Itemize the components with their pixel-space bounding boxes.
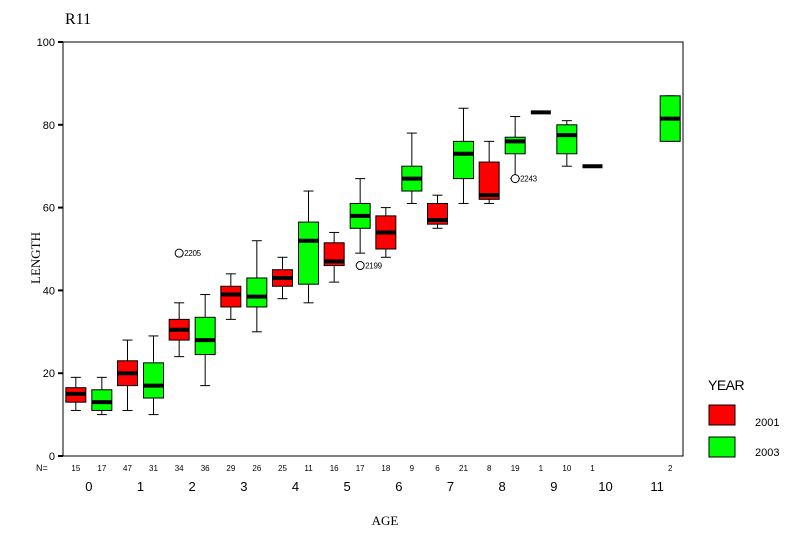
outlier-marker xyxy=(510,174,520,184)
n-count-label: 16 xyxy=(330,464,339,473)
n-count-label: 8 xyxy=(487,464,492,473)
x-tick-label: 7 xyxy=(447,479,454,494)
n-count-label: 15 xyxy=(71,464,80,473)
x-tick-label: 4 xyxy=(292,479,299,494)
legend-title: YEAR xyxy=(708,377,745,393)
n-count-label: 6 xyxy=(435,464,440,473)
x-tick-label: 1 xyxy=(137,479,144,494)
box-2003 xyxy=(91,389,113,411)
x-tick-label: 6 xyxy=(395,479,402,494)
n-count-label: 10 xyxy=(562,464,571,473)
x-tick-label: 11 xyxy=(650,479,664,494)
box-2003 xyxy=(194,316,216,356)
legend: YEAR 2001 2003 xyxy=(708,377,779,459)
x-tick-label: 10 xyxy=(598,479,612,494)
n-count-label: 25 xyxy=(278,464,287,473)
x-tick-label: 0 xyxy=(85,479,92,494)
box-2003 xyxy=(453,140,474,180)
n-count-label: 9 xyxy=(410,464,415,473)
n-count-label: 19 xyxy=(511,464,520,473)
n-count-label: 1 xyxy=(539,464,544,473)
x-tick-label: 5 xyxy=(344,479,351,494)
y-tick-label: 60 xyxy=(43,203,55,215)
n-count-label: 34 xyxy=(175,464,184,473)
outlier-label: 2199 xyxy=(365,262,382,271)
x-tick-label: 9 xyxy=(550,479,557,494)
legend-label-2003: 2003 xyxy=(755,447,779,459)
n-count-label: 29 xyxy=(226,464,235,473)
n-count-label: 1 xyxy=(590,464,595,473)
y-axis-label: LENGTH xyxy=(28,232,43,284)
legend-label-2001: 2001 xyxy=(755,417,779,429)
box-2003 xyxy=(556,124,578,155)
box-2003 xyxy=(246,277,268,308)
box-2001 xyxy=(478,161,500,200)
n-count-label: 47 xyxy=(123,464,132,473)
outlier-label: 2243 xyxy=(520,175,537,184)
n-count-label: 18 xyxy=(381,464,390,473)
y-tick-label: 0 xyxy=(49,451,55,463)
x-tick-label: 2 xyxy=(189,479,196,494)
box-2003 xyxy=(298,221,319,285)
legend-swatch-2003 xyxy=(708,436,736,458)
y-tick-label: 20 xyxy=(43,368,55,380)
n-label: N= xyxy=(36,463,48,473)
y-tick-label: 80 xyxy=(43,120,55,132)
y-tick-label: 100 xyxy=(37,37,55,49)
plot-frame xyxy=(62,41,684,457)
x-tick-label: 3 xyxy=(240,479,247,494)
legend-swatch-2001 xyxy=(708,404,736,426)
n-count-label: 11 xyxy=(304,464,313,473)
n-count-label: 17 xyxy=(356,464,365,473)
chart-title: R11 xyxy=(65,11,91,28)
n-count-label: 2 xyxy=(668,464,673,473)
box-2003 xyxy=(143,362,164,399)
n-count-label: 31 xyxy=(149,464,158,473)
y-tick-label: 40 xyxy=(43,285,55,297)
outlier-label: 2205 xyxy=(184,249,201,258)
outlier-marker xyxy=(355,261,365,271)
n-count-label: 17 xyxy=(97,464,106,473)
box-2001 xyxy=(220,285,242,308)
x-tick-label: 8 xyxy=(499,479,506,494)
n-count-label: 36 xyxy=(201,464,210,473)
n-count-label: 21 xyxy=(459,464,468,473)
n-count-label: 26 xyxy=(252,464,261,473)
outlier-marker xyxy=(174,248,184,258)
x-axis-label: AGE xyxy=(372,513,399,528)
